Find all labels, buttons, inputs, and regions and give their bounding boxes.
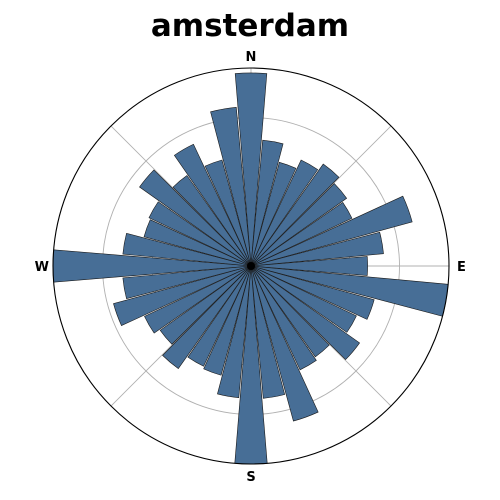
bar-sector-14	[250, 265, 361, 361]
bar-sector-5	[250, 163, 340, 267]
bar-sector-29	[122, 232, 252, 267]
bar-sector-34	[173, 143, 252, 267]
labels-layer: N E S W	[35, 50, 466, 485]
bars-layer	[52, 72, 449, 465]
bar-sector-35	[204, 159, 252, 267]
direction-label-w: W	[35, 260, 49, 275]
direction-label-e: E	[457, 260, 466, 275]
direction-label-n: N	[246, 50, 257, 65]
direction-label-s: S	[246, 470, 255, 485]
bar-sector-22	[187, 265, 252, 367]
bar-sector-26	[113, 265, 252, 326]
bar-sector-27	[122, 265, 252, 300]
bar-sector-6	[250, 183, 348, 267]
chart-title: amsterdam	[150, 8, 350, 44]
bar-sector-32	[139, 169, 252, 267]
bar-sector-17	[250, 265, 319, 422]
bar-sector-31	[148, 201, 252, 267]
bar-sector-9	[250, 231, 384, 267]
bar-sector-18	[250, 265, 286, 399]
bar-sector-21	[203, 265, 252, 376]
bar-sector-24	[159, 265, 252, 345]
bar-sector-12	[250, 265, 375, 320]
bar-sector-13	[250, 265, 357, 333]
frame-layer	[52, 67, 450, 465]
bar-sector-30	[143, 219, 252, 267]
bar-sector-3	[250, 161, 297, 267]
bar-sector-16	[250, 265, 317, 371]
bar-sector-7	[250, 202, 353, 267]
bar-sector-25	[144, 265, 252, 334]
bar-sector-33	[172, 175, 252, 267]
bar-sector-8	[250, 195, 413, 267]
bar-sector-36	[210, 106, 252, 267]
bar-sector-1	[234, 72, 268, 267]
bar-sector-15	[250, 265, 330, 358]
bar-sector-20	[217, 265, 252, 399]
bar-sector-2	[250, 139, 284, 267]
bar-sector-4	[250, 159, 319, 267]
center-hub	[247, 262, 255, 270]
bar-sector-10	[250, 256, 368, 276]
outer-ring	[52, 67, 450, 465]
bar-sector-23	[162, 265, 252, 370]
